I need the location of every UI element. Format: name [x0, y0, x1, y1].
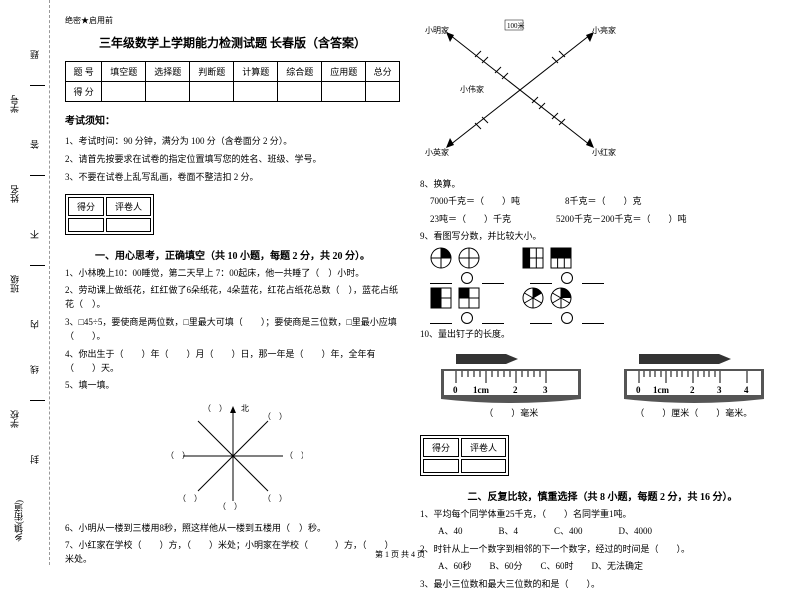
section2-title: 二、反复比较，慎重选择（共 8 小题，每题 2 分，共 16 分）。: [420, 488, 785, 503]
q1: 1、小林晚上10：00睡觉，第二天早上 7：00起床，他一共睡了（ ）小时。: [65, 266, 400, 280]
svg-text:0: 0: [453, 385, 458, 395]
svg-text:（ ）: （ ）: [285, 451, 303, 460]
svg-text:4: 4: [744, 385, 749, 395]
binding-label: 乡镇(街道): [12, 500, 25, 542]
q2: 2、劳动课上做纸花，红红做了6朵纸花，4朵蓝花，红花占纸花总数（ ），蓝花占纸花…: [65, 283, 400, 312]
binding-label: 学校: [8, 410, 21, 428]
svg-text:小亮家: 小亮家: [592, 25, 616, 35]
classification: 绝密★启用前: [65, 15, 400, 26]
binding-label: 题: [28, 50, 41, 59]
svg-text:小英家: 小英家: [425, 147, 449, 157]
binding-margin: 乡镇(街道) 封 学校 线 内 班级 不 姓名 答 学号 题: [0, 0, 50, 565]
q10: 10、量出钉子的长度。: [420, 327, 785, 341]
binding-label: 姓名: [8, 185, 21, 203]
svg-text:北: 北: [241, 404, 249, 413]
svg-text:（ ）: （ ）: [178, 494, 202, 503]
right-column: 100米 小明家 小亮家 小伟家 小英家 小红家 8、换算。 7000千克＝（ …: [410, 0, 800, 565]
grader-score: 得分: [423, 438, 459, 457]
q8b: 23吨＝（ ）千克 5200千克－200千克＝（ ）吨: [420, 212, 785, 226]
x-diagram: 100米 小明家 小亮家 小伟家 小英家 小红家: [420, 15, 620, 165]
th: 选择题: [146, 62, 190, 82]
th: 填空题: [102, 62, 146, 82]
s2q1o: A、40 B、4 C、400 D、4000: [420, 524, 785, 538]
svg-text:（ ）: （ ）: [218, 502, 242, 511]
notice-item: 3、不要在试卷上乱写乱画，卷面不整洁扣 2 分。: [65, 169, 400, 185]
svg-text:（ ）: （ ）: [263, 412, 287, 421]
grader-name: 评卷人: [461, 438, 506, 457]
q5: 5、填一填。: [65, 378, 400, 392]
svg-text:1cm: 1cm: [473, 385, 489, 395]
svg-text:1cm: 1cm: [653, 385, 669, 395]
compass-diagram: （ ） 北 （ ） （ ） （ ） （ ） （ ） （ ）: [65, 401, 400, 513]
q9: 9、看图写分数，并比较大小。: [420, 229, 785, 243]
svg-text:2: 2: [513, 385, 518, 395]
svg-text:2: 2: [690, 385, 695, 395]
notice-heading: 考试须知：: [65, 112, 400, 127]
page-title: 三年级数学上学期能力检测试题 长春版（含答案）: [65, 34, 400, 51]
s2q3: 3、最小三位数和最大三位数的和是（ ）。: [420, 577, 785, 591]
q3: 3、□45÷5，要使商是两位数，□里最大可填（ ）；要使商是三位数，□里最小应填…: [65, 315, 400, 344]
binding-label: 内: [28, 320, 41, 329]
s2q2o: A、60秒 B、60分 C、60时 D、无法确定: [420, 559, 785, 573]
q8a: 7000千克＝（ ）吨 8千克＝（ ）克: [420, 194, 785, 208]
section1-title: 一、用心思考，正确填空（共 10 小题，每题 2 分，共 20 分）。: [65, 247, 400, 262]
grader-score: 得分: [68, 197, 104, 216]
q4: 4、你出生于（ ）年（ ）月（ ）日，那一年是（ ）年，全年有（ ）天。: [65, 347, 400, 376]
score-table: 题 号 填空题 选择题 判断题 计算题 综合题 应用题 总分 得 分: [65, 61, 400, 102]
th: 综合题: [278, 62, 322, 82]
ruler-diagrams: 0 1cm 2 3 （ ）毫米: [420, 349, 785, 419]
q8: 8、换算。: [420, 177, 785, 191]
svg-text:小伟家: 小伟家: [460, 84, 484, 94]
binding-label: 答: [28, 140, 41, 149]
th: 题 号: [66, 62, 102, 82]
row-label: 得 分: [66, 82, 102, 102]
fraction-diagrams: [420, 247, 785, 324]
grader-box: 得分评卷人: [65, 194, 154, 235]
svg-text:（ ）: （ ）: [166, 451, 190, 460]
grader-box-2: 得分评卷人: [420, 435, 509, 476]
th: 应用题: [322, 62, 366, 82]
binding-label: 学号: [8, 95, 21, 113]
notice-item: 2、请首先按要求在试卷的指定位置填写您的姓名、班级、学号。: [65, 151, 400, 167]
svg-text:（ ）: （ ）: [263, 494, 287, 503]
binding-label: 封: [28, 455, 41, 464]
grader-name: 评卷人: [106, 197, 151, 216]
svg-text:3: 3: [717, 385, 722, 395]
binding-label: 不: [28, 230, 41, 239]
binding-label: 班级: [8, 275, 21, 293]
ruler1-label: （ ）毫米: [436, 406, 586, 419]
th: 判断题: [190, 62, 234, 82]
s2q1: 1、平均每个同学体重25千克，（ ）名同学重1吨。: [420, 507, 785, 521]
svg-text:0: 0: [636, 385, 641, 395]
th: 计算题: [234, 62, 278, 82]
svg-text:小红家: 小红家: [592, 147, 616, 157]
notice-item: 1、考试时间：90 分钟，满分为 100 分（含卷面分 2 分）。: [65, 133, 400, 149]
th: 总分: [366, 62, 400, 82]
q6: 6、小明从一楼到三楼用8秒，照这样他从一楼到五楼用（ ）秒。: [65, 521, 400, 535]
svg-text:100米: 100米: [507, 21, 525, 30]
svg-text:小明家: 小明家: [425, 25, 449, 35]
svg-text:（ ）: （ ）: [203, 404, 227, 413]
notice-list: 1、考试时间：90 分钟，满分为 100 分（含卷面分 2 分）。 2、请首先按…: [65, 133, 400, 186]
ruler2-label: （ ）厘米（ ）毫米。: [619, 406, 769, 419]
left-column: 绝密★启用前 三年级数学上学期能力检测试题 长春版（含答案） 题 号 填空题 选…: [50, 0, 410, 565]
svg-text:3: 3: [543, 385, 548, 395]
binding-label: 线: [28, 365, 41, 374]
page-footer: 第 1 页 共 4 页: [0, 549, 800, 560]
